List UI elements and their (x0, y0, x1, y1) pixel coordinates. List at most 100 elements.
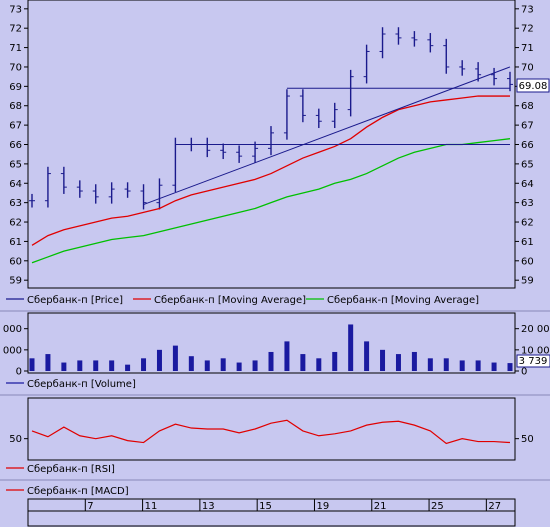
volume-bar (93, 360, 99, 371)
volume-bar (172, 345, 178, 371)
volume-bars (29, 324, 513, 371)
price-tick-label: 61 (521, 237, 534, 248)
price-tick-label: 59 (521, 276, 534, 287)
volume-bar (125, 364, 131, 371)
volume-bar (395, 354, 401, 371)
price-tick-label: 71 (9, 43, 22, 54)
price-tick-label: 70 (9, 62, 22, 73)
volume-bar (380, 349, 386, 371)
price-tick-label: 60 (521, 256, 534, 267)
price-legend: Сбербанк-п [Price] Сбербанк-п [Moving Av… (6, 295, 479, 306)
volume-bar (236, 362, 242, 371)
rsi-legend: Сбербанк-п [RSI] (6, 464, 115, 475)
volume-panel[interactable]: 0 10 000 20 000 0 10 000 20 000 3 739 (0, 312, 550, 378)
price-tick-label: 72 (9, 24, 22, 35)
moving-average-fast-line (31, 95, 510, 246)
volume-bar (141, 358, 147, 371)
price-tick-label: 69 (9, 82, 22, 93)
volume-bar (45, 354, 51, 371)
price-tick-label: 60 (9, 256, 22, 267)
legend-label-price: Сбербанк-п [Price] (27, 295, 123, 306)
macd-plot-area[interactable] (27, 510, 516, 527)
price-left-axis: 59 60 61 62 63 64 65 66 67 68 69 70 71 72 73 (9, 4, 28, 287)
price-tick-label: 62 (521, 218, 534, 229)
volume-bar (204, 360, 210, 371)
date-label: 15 (259, 501, 272, 512)
date-label: 25 (431, 501, 444, 512)
volume-bar (300, 354, 306, 371)
macd-legend: Сбербанк-п [MACD] (6, 486, 129, 497)
legend-label-rsi: Сбербанк-п [RSI] (27, 464, 115, 475)
price-tick-label: 71 (521, 43, 534, 54)
price-tick-label: 61 (9, 237, 22, 248)
volume-bar (316, 358, 322, 371)
date-label: 21 (374, 501, 387, 512)
price-last-value: 69.08 (519, 81, 548, 92)
date-label: 11 (145, 501, 158, 512)
moving-average-slow-line (31, 138, 511, 264)
date-label: 27 (488, 501, 501, 512)
price-tick-label: 68 (521, 101, 534, 112)
price-tick-label: 73 (521, 4, 534, 15)
price-last-value-tag: 69.08 (516, 78, 550, 93)
volume-bar (443, 358, 449, 371)
rsi-left-axis: 50 (9, 434, 28, 445)
volume-bar (109, 360, 115, 371)
volume-bar (61, 362, 67, 371)
legend-label-volume: Сбербанк-п [Volume] (27, 379, 136, 390)
volume-right-axis: 0 10 000 20 000 (515, 324, 550, 378)
volume-plot-area[interactable] (27, 312, 516, 374)
volume-bar (459, 360, 465, 371)
volume-bar (188, 356, 194, 371)
price-tick-label: 64 (521, 179, 534, 190)
price-tick-label: 72 (521, 24, 534, 35)
volume-bar (156, 349, 162, 371)
price-panel[interactable]: 59 60 61 62 63 64 65 66 67 68 69 70 71 72 73 59 60 61 62 6… (9, 0, 550, 289)
price-tick-label: 59 (9, 276, 22, 287)
trendline (143, 66, 511, 206)
rsi-right-axis: 50 (515, 434, 534, 445)
volume-bar (77, 360, 83, 371)
legend-label-ma-slow: Сбербанк-п [Moving Average] (327, 295, 479, 306)
volume-tick-label: 10 000 (0, 345, 22, 356)
date-axis: 7 11 13 15 19 21 25 27 (27, 498, 516, 527)
volume-left-axis: 0 10 000 20 000 (0, 324, 28, 378)
volume-last-value-tag: 3 739 (516, 354, 550, 368)
volume-bar (220, 358, 226, 371)
volume-bar (268, 351, 274, 371)
volume-last-value: 3 739 (519, 356, 548, 367)
volume-bar (475, 360, 481, 371)
volume-tick-label: 0 (16, 367, 22, 378)
volume-tick-label: 0 (521, 367, 527, 378)
price-tick-label: 70 (521, 62, 534, 73)
volume-bar (348, 324, 354, 371)
trendlines (143, 66, 511, 206)
price-tick-label: 64 (9, 179, 22, 190)
volume-bar (411, 351, 417, 371)
volume-bar (364, 341, 370, 371)
volume-bar (507, 363, 513, 371)
rsi-plot-area[interactable] (27, 397, 516, 461)
price-tick-label: 65 (9, 159, 22, 170)
legend-label-macd: Сбербанк-п [MACD] (27, 486, 129, 497)
volume-bar (284, 341, 290, 371)
volume-tick-label: 20 000 (0, 324, 22, 335)
volume-bar (427, 358, 433, 371)
rsi-panel[interactable]: 50 50 (9, 397, 534, 461)
volume-bar (29, 358, 35, 371)
price-tick-label: 67 (9, 121, 22, 132)
price-series-group (29, 27, 513, 264)
price-tick-label: 63 (9, 198, 22, 209)
price-tick-label: 65 (521, 159, 534, 170)
volume-tick-label: 10 000 (521, 345, 550, 356)
price-tick-label: 62 (9, 218, 22, 229)
volume-bar (491, 362, 497, 371)
price-tick-label: 66 (521, 140, 534, 151)
date-label: 19 (316, 501, 329, 512)
rsi-line (31, 419, 511, 445)
volume-tick-label: 20 000 (521, 324, 550, 335)
date-label: 7 (87, 501, 93, 512)
legend-label-ma-fast: Сбербанк-п [Moving Average] (154, 295, 306, 306)
date-label: 13 (202, 501, 215, 512)
